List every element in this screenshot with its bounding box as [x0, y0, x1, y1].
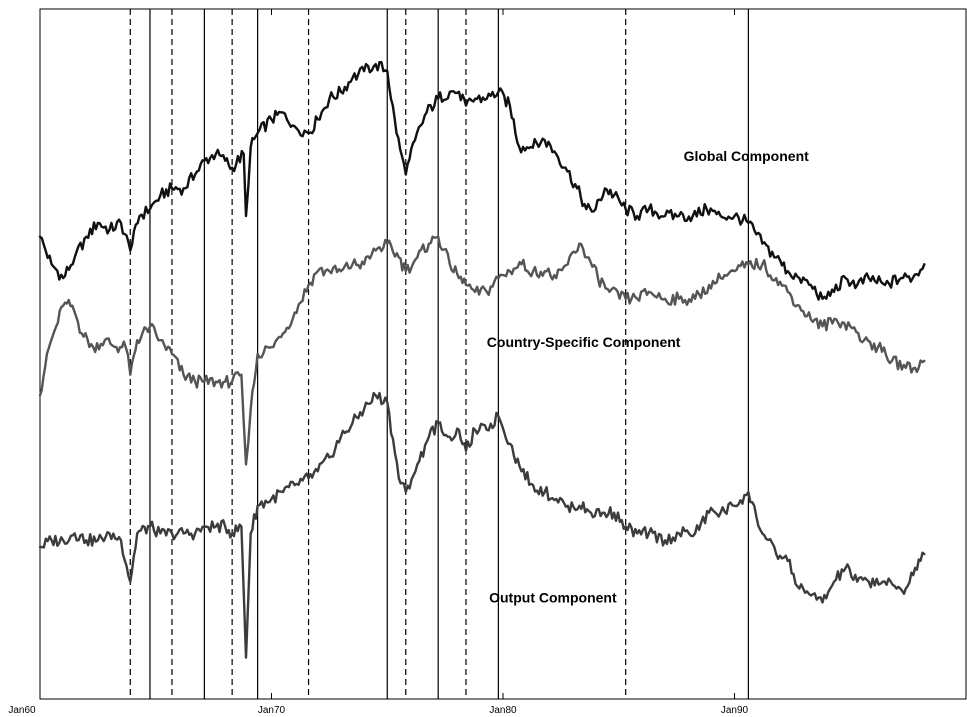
series-line-country-specific-component	[38, 235, 926, 466]
series-annotation-1: Country-Specific Component	[487, 334, 681, 350]
series-layer	[38, 61, 926, 659]
x-axis: Jan60 Jan70 Jan80 Jan90	[8, 9, 749, 716]
series-annotation-2: Output Component	[489, 589, 617, 605]
series-annotation-0: Global Component	[684, 148, 810, 164]
x-tick-label-0: Jan60	[8, 705, 36, 716]
series-line-output-component	[38, 391, 926, 659]
series-line-global-component	[38, 61, 926, 301]
x-tick-label-2: Jan80	[489, 705, 517, 716]
series-annotations: Global Component Country-Specific Compone…	[487, 148, 809, 606]
x-tick-label-3: Jan90	[721, 705, 749, 716]
vertical-event-lines	[129, 9, 749, 699]
x-tick-label-1: Jan70	[258, 705, 286, 716]
